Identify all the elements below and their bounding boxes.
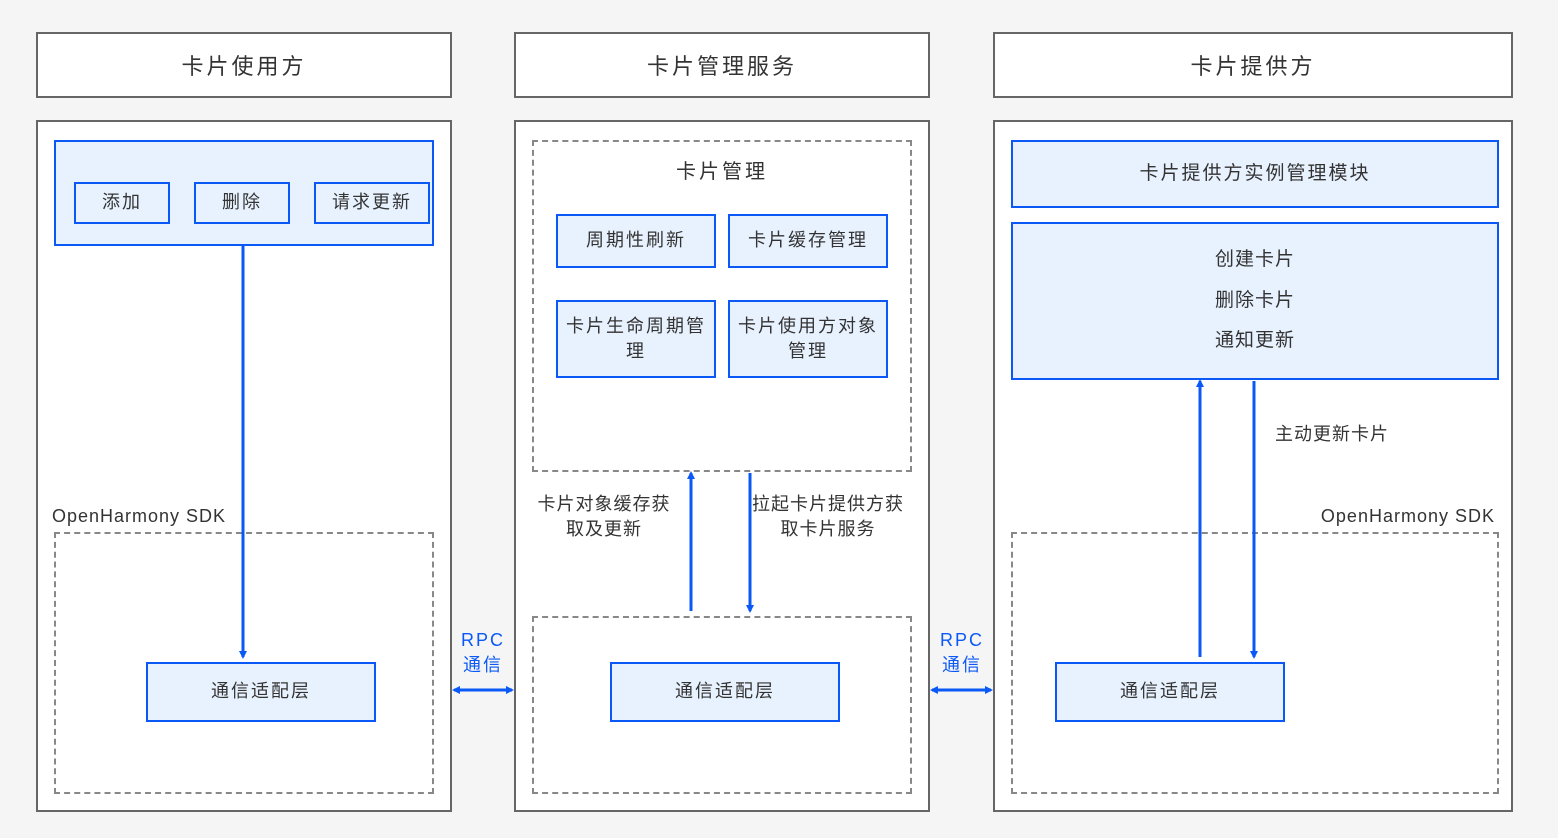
middle-title: 卡片管理服务 bbox=[647, 49, 797, 81]
right-main-box: 卡片提供方实例管理模块 创建卡片 删除卡片 通知更新 主动更新卡片 OpenHa… bbox=[993, 120, 1513, 812]
left-sdk-label: OpenHarmony SDK bbox=[52, 504, 252, 529]
action-add-label: 添加 bbox=[102, 190, 142, 215]
left-title-box: 卡片使用方 bbox=[36, 32, 452, 98]
op-delete: 删除卡片 bbox=[1215, 288, 1295, 315]
mgmt-box-2-label: 卡片生命周期管理 bbox=[566, 314, 706, 364]
middle-main-box: 卡片管理 周期性刷新 卡片缓存管理 卡片生命周期管理 卡片使用方对象管理 卡片对… bbox=[514, 120, 930, 812]
right-title: 卡片提供方 bbox=[1190, 49, 1315, 81]
mgmt-box-0: 周期性刷新 bbox=[556, 214, 716, 268]
middle-arrow-left-label: 卡片对象缓存获取及更新 bbox=[534, 492, 674, 542]
left-main-box: 添加 删除 请求更新 OpenHarmony SDK 通信适配层 bbox=[36, 120, 452, 812]
operations-box: 创建卡片 删除卡片 通知更新 bbox=[1011, 222, 1499, 380]
middle-arrow-right-label: 拉起卡片提供方获取卡片服务 bbox=[748, 492, 908, 542]
instance-module: 卡片提供方实例管理模块 bbox=[1011, 140, 1499, 208]
mgmt-box-1-label: 卡片缓存管理 bbox=[748, 228, 868, 253]
management-title: 卡片管理 bbox=[532, 158, 912, 186]
mgmt-box-0-label: 周期性刷新 bbox=[586, 228, 686, 253]
action-add: 添加 bbox=[74, 182, 170, 224]
middle-comm-layer: 通信适配层 bbox=[610, 662, 840, 722]
rpc-label-right: RPC通信 bbox=[934, 628, 990, 678]
action-delete: 删除 bbox=[194, 182, 290, 224]
op-notify: 通知更新 bbox=[1215, 328, 1295, 355]
mgmt-box-1: 卡片缓存管理 bbox=[728, 214, 888, 268]
right-title-box: 卡片提供方 bbox=[993, 32, 1513, 98]
action-request-update-label: 请求更新 bbox=[332, 190, 412, 215]
right-arrow-label: 主动更新卡片 bbox=[1275, 422, 1425, 447]
left-comm-layer: 通信适配层 bbox=[146, 662, 376, 722]
right-comm-layer: 通信适配层 bbox=[1055, 662, 1285, 722]
middle-comm-layer-label: 通信适配层 bbox=[675, 679, 775, 704]
rpc-label-left: RPC通信 bbox=[455, 628, 511, 678]
op-create: 创建卡片 bbox=[1215, 247, 1295, 274]
instance-module-label: 卡片提供方实例管理模块 bbox=[1139, 161, 1370, 188]
action-request-update: 请求更新 bbox=[314, 182, 430, 224]
action-delete-label: 删除 bbox=[222, 190, 262, 215]
left-comm-layer-label: 通信适配层 bbox=[211, 679, 311, 704]
left-title: 卡片使用方 bbox=[181, 49, 306, 81]
middle-title-box: 卡片管理服务 bbox=[514, 32, 930, 98]
mgmt-box-2: 卡片生命周期管理 bbox=[556, 300, 716, 378]
mgmt-box-3: 卡片使用方对象管理 bbox=[728, 300, 888, 378]
right-comm-layer-label: 通信适配层 bbox=[1120, 679, 1220, 704]
mgmt-box-3-label: 卡片使用方对象管理 bbox=[738, 314, 878, 364]
right-sdk-label: OpenHarmony SDK bbox=[1295, 504, 1495, 529]
